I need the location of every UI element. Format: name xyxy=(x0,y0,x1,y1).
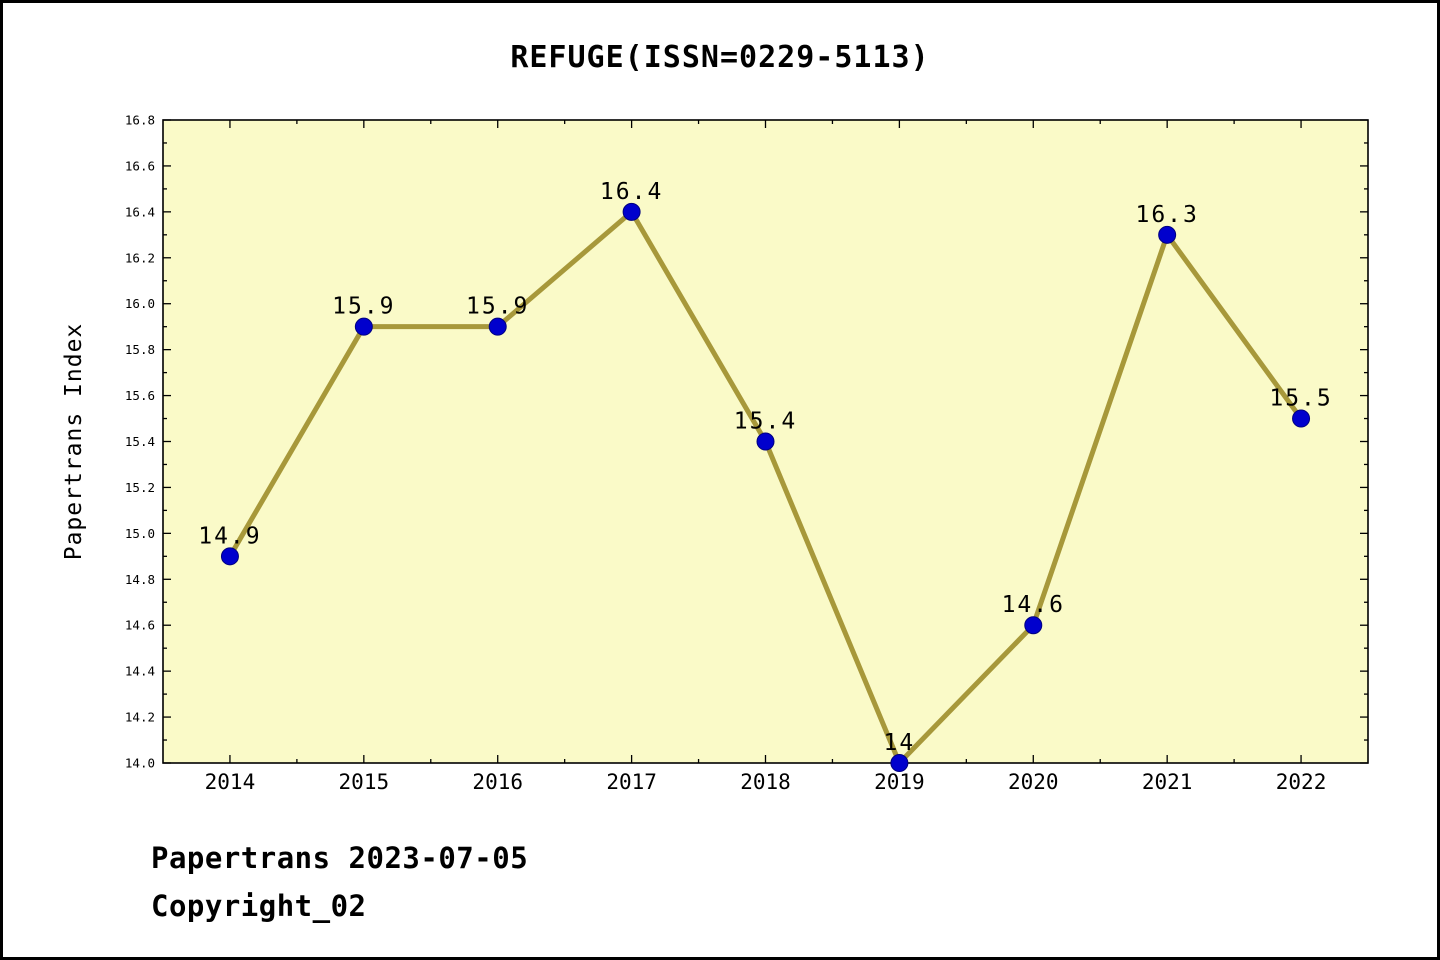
point-label: 14 xyxy=(884,730,916,756)
y-tick-label: 14.6 xyxy=(125,618,155,633)
data-point xyxy=(756,432,775,451)
footer-copyright: Copyright_02 xyxy=(151,889,367,923)
data-point xyxy=(1158,225,1177,244)
x-tick-label: 2021 xyxy=(1142,770,1193,794)
plot-border xyxy=(162,119,1369,764)
point-label: 15.5 xyxy=(1269,386,1332,412)
x-tick-label: 2016 xyxy=(472,770,523,794)
point-label: 14.9 xyxy=(198,523,261,549)
y-tick-label: 16.8 xyxy=(125,113,155,128)
y-tick-label: 14.0 xyxy=(125,756,155,771)
y-tick-label: 16.6 xyxy=(125,158,155,173)
y-tick-label: 15.8 xyxy=(125,342,155,357)
x-tick-label: 2022 xyxy=(1276,770,1327,794)
y-tick-label: 16.2 xyxy=(125,250,155,265)
y-tick-label: 16.4 xyxy=(125,204,155,219)
y-tick-label: 15.4 xyxy=(125,434,155,449)
data-point xyxy=(220,547,239,566)
y-tick-label: 15.2 xyxy=(125,480,155,495)
point-label: 15.9 xyxy=(332,294,395,320)
x-tick-label: 2019 xyxy=(874,770,925,794)
y-axis-title: Papertrans Index xyxy=(61,323,87,561)
chart-title: REFUGE(ISSN=0229-5113) xyxy=(510,40,930,75)
data-point xyxy=(622,202,641,221)
data-point xyxy=(890,754,909,772)
x-tick-label: 2017 xyxy=(606,770,657,794)
data-point xyxy=(1292,409,1311,428)
y-tick-label: 15.0 xyxy=(125,526,155,541)
data-point xyxy=(488,317,507,336)
data-point xyxy=(354,317,373,336)
point-label: 16.3 xyxy=(1135,202,1198,228)
y-tick-label: 14.2 xyxy=(125,710,155,725)
point-label: 15.9 xyxy=(466,294,529,320)
point-label: 15.4 xyxy=(734,409,797,435)
x-tick-label: 2020 xyxy=(1008,770,1059,794)
x-tick-label: 2014 xyxy=(205,770,256,794)
point-label: 16.4 xyxy=(600,179,663,205)
footer-date: Papertrans 2023-07-05 xyxy=(151,841,529,875)
y-tick-label: 14.8 xyxy=(125,572,155,587)
point-label: 14.6 xyxy=(1002,592,1065,618)
data-point xyxy=(1024,616,1043,635)
y-tick-label: 16.0 xyxy=(125,296,155,311)
chart-svg: 14.0 14.2 14.4 14.6 14.8 15.0 15.2 15.4 15.6 15.8… xyxy=(61,113,1369,794)
x-tick-label: 2015 xyxy=(339,770,390,794)
y-tick-label: 15.6 xyxy=(125,388,155,403)
x-tick-label: 2018 xyxy=(740,770,791,794)
y-tick-label: 14.4 xyxy=(125,664,155,679)
